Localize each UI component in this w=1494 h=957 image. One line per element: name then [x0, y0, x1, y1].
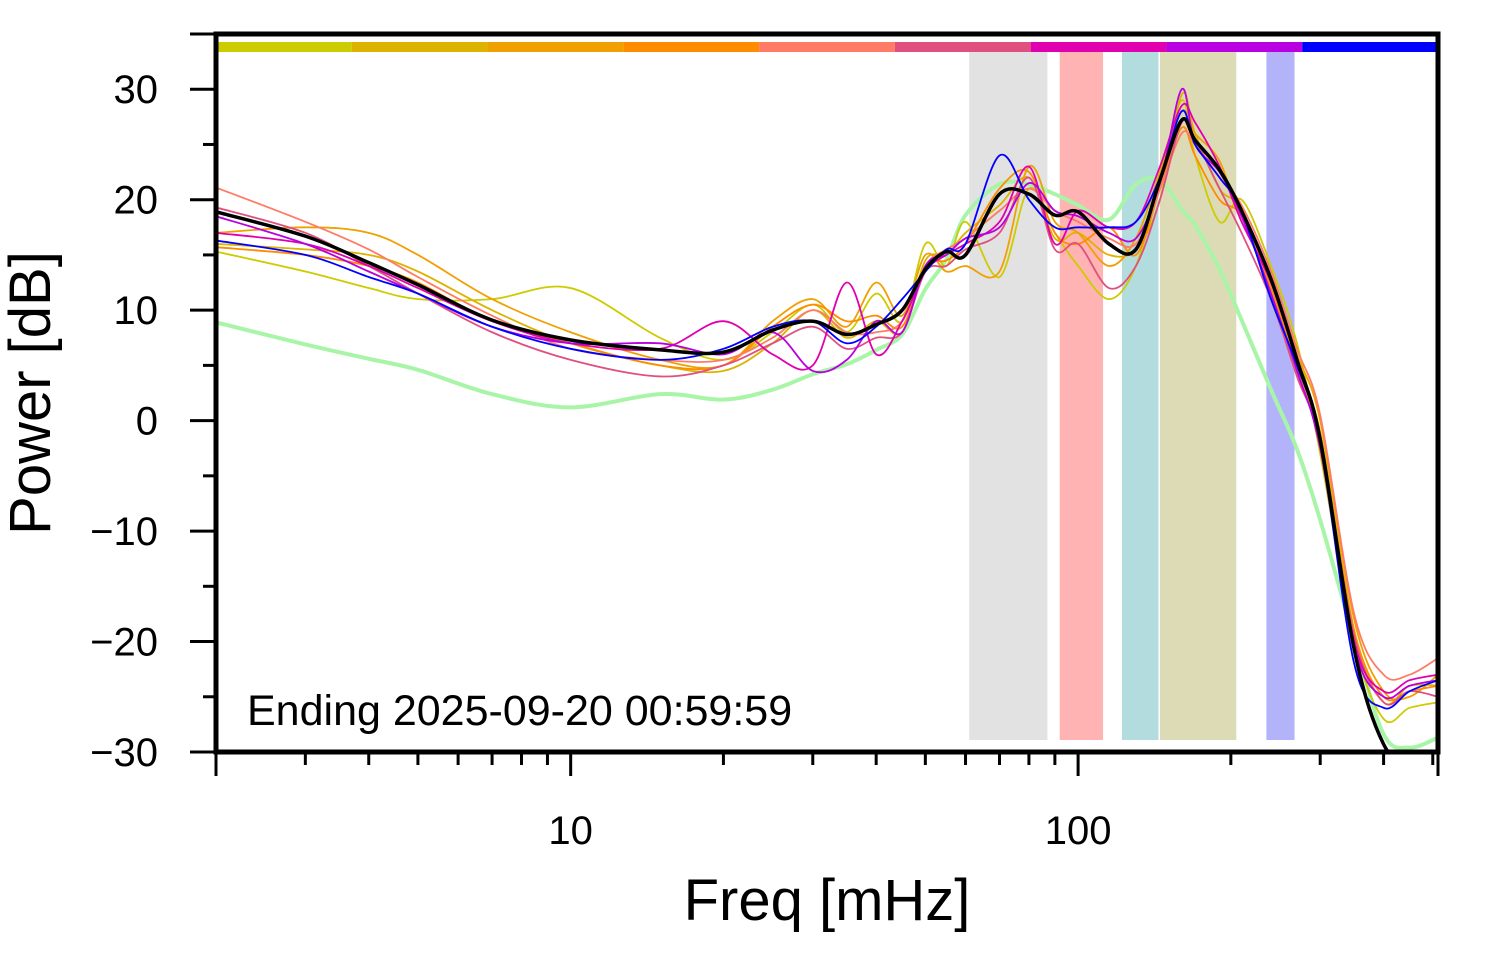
- series-line-3: [216, 109, 1438, 701]
- color-bar-segment-6: [1030, 42, 1167, 52]
- y-tick-label: 20: [114, 179, 159, 223]
- series-line-7: [216, 102, 1438, 694]
- color-bar-segment-3: [623, 42, 760, 52]
- y-tick-label: 10: [114, 289, 159, 333]
- series-line-4: [216, 126, 1438, 702]
- plot-frame: [213, 31, 1441, 755]
- band-1: [1059, 52, 1104, 740]
- band-0: [969, 52, 1048, 740]
- color-bar: [216, 42, 1438, 52]
- color-bar-segment-0: [216, 42, 352, 52]
- y-axis-label: Power [dB]: [0, 251, 63, 535]
- color-bar-segment-5: [894, 42, 1031, 52]
- series-lines: [216, 88, 1438, 752]
- series-line-6: [216, 118, 1438, 706]
- color-bar-segment-7: [1166, 42, 1303, 52]
- y-tick-label: 30: [114, 68, 159, 112]
- series-line-2: [216, 91, 1438, 706]
- color-bar-segment-8: [1302, 42, 1438, 52]
- series-line-5: [216, 130, 1438, 681]
- annotation-ending: Ending 2025-09-20 00:59:59: [247, 687, 792, 735]
- series-line-8: [216, 88, 1438, 700]
- x-tick-label: 10: [548, 809, 593, 853]
- series-line-1: [216, 99, 1438, 724]
- y-tick-label: −20: [90, 621, 158, 665]
- y-tick-label: 0: [136, 400, 158, 444]
- band-4: [1266, 52, 1295, 740]
- y-tick-label: −30: [90, 731, 158, 775]
- frequency-bands: [969, 52, 1295, 740]
- series-line-9: [216, 109, 1438, 710]
- y-tick-label: −10: [90, 510, 158, 554]
- series-line-10: [216, 117, 1391, 752]
- color-bar-segment-1: [351, 42, 488, 52]
- x-axis-label: Freq [mHz]: [684, 868, 971, 933]
- x-tick-label: 100: [1045, 809, 1112, 853]
- band-2: [1121, 52, 1159, 740]
- color-bar-segment-2: [487, 42, 624, 52]
- color-bar-segment-4: [759, 42, 895, 52]
